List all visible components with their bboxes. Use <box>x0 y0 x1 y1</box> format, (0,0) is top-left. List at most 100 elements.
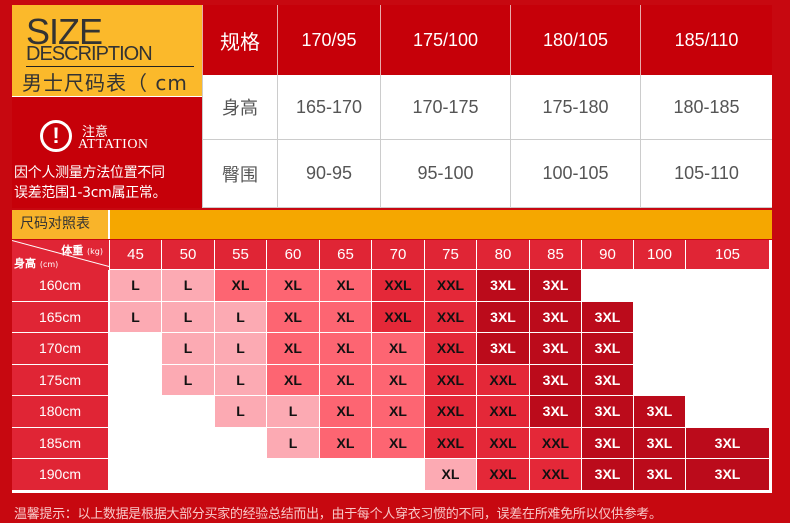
size-cell: XXL <box>477 427 530 459</box>
size-cell: XXL <box>425 301 477 333</box>
weight-header: 60 <box>267 240 320 270</box>
size-cell: 3XL <box>582 301 634 333</box>
notice-block: ! 注意 ATTATION 因个人测量方法位置不同 误差范围1-3cm属正常。 <box>12 97 202 208</box>
size-cell: XXL <box>425 396 477 428</box>
size-cell: L <box>162 301 215 333</box>
spec-table: SIZE DESCRIPTION 男士尺码表（ cm ） ! 注意 ATTATI… <box>12 5 772 208</box>
size-cell: XL <box>425 459 477 491</box>
size-cell: 3XL <box>530 301 582 333</box>
size-cell: XXL <box>425 427 477 459</box>
size-cell: XL <box>215 270 267 302</box>
height-header: 160cm <box>12 270 110 302</box>
size-cell: 3XL <box>686 459 770 491</box>
size-cell: XL <box>320 270 372 302</box>
size-cell: XL <box>372 427 425 459</box>
spec-cell: 95-100 <box>380 140 510 208</box>
size-cell: XL <box>372 364 425 396</box>
spec-cell: 身高 <box>202 75 277 140</box>
size-cell: XXL <box>425 364 477 396</box>
height-header: 185cm <box>12 427 110 459</box>
size-cell: 3XL <box>530 396 582 428</box>
spec-cell: 105-110 <box>640 140 772 208</box>
weight-header: 75 <box>425 240 477 270</box>
height-axis-label: 身高 (cm) <box>14 257 59 270</box>
size-cell: XL <box>267 270 320 302</box>
spec-header-cell: 170/95 <box>277 5 380 75</box>
weight-header: 80 <box>477 240 530 270</box>
size-cell: 3XL <box>582 459 634 491</box>
weight-header: 45 <box>110 240 162 270</box>
spec-cell: 180-185 <box>640 75 772 140</box>
size-cell: L <box>215 364 267 396</box>
chart-band-label: 尺码对照表 <box>12 210 110 239</box>
spec-header-cell: 175/100 <box>380 5 510 75</box>
spec-header-cell: 规格 <box>202 5 277 75</box>
weight-header: 90 <box>582 240 634 270</box>
spec-header-cell: 180/105 <box>510 5 640 75</box>
notice-subtitle: ATTATION <box>78 137 149 152</box>
size-cell: 3XL <box>530 333 582 365</box>
size-cell: 3XL <box>530 270 582 302</box>
size-cell: 3XL <box>477 270 530 302</box>
size-cell: XL <box>320 427 372 459</box>
size-cell: 3XL <box>582 396 634 428</box>
size-cell: XL <box>267 333 320 365</box>
footer-tip: 温馨提示：以上数据是根据大部分买家的经验总结而出，由于每个人穿衣习惯的不同，误差… <box>14 507 662 522</box>
spec-cell: 臀围 <box>202 140 277 208</box>
description-title: DESCRIPTION <box>26 43 194 67</box>
corner-header: 体重 (kg) 身高 (cm) <box>12 240 110 270</box>
size-cell: L <box>162 333 215 365</box>
size-cell: 3XL <box>686 427 770 459</box>
height-header: 165cm <box>12 301 110 333</box>
weight-header: 65 <box>320 240 372 270</box>
spec-cell: 165-170 <box>277 75 380 140</box>
weight-header: 85 <box>530 240 582 270</box>
left-panel: SIZE DESCRIPTION 男士尺码表（ cm ） ! 注意 ATTATI… <box>12 5 202 208</box>
weight-header: 100 <box>634 240 686 270</box>
size-cell: XL <box>372 333 425 365</box>
size-cell: XXL <box>477 459 530 491</box>
size-cell: XL <box>267 301 320 333</box>
size-title: SIZE <box>26 11 103 52</box>
size-cell: 3XL <box>582 427 634 459</box>
notice-line: 误差范围1-3cm属正常。 <box>14 185 167 201</box>
height-header: 170cm <box>12 333 110 365</box>
spec-cell: 100-105 <box>510 140 640 208</box>
weight-header: 55 <box>215 240 267 270</box>
size-cell: L <box>215 396 267 428</box>
size-chart: 体重 (kg) 身高 (cm) 45 50 55 60 65 70 75 80 85 90 100 1… <box>12 240 772 493</box>
weight-header: 50 <box>162 240 215 270</box>
notice-line: 因个人测量方法位置不同 <box>14 165 165 181</box>
size-cell: XXL <box>530 459 582 491</box>
size-cell: 3XL <box>634 427 686 459</box>
size-cell: XXL <box>425 270 477 302</box>
brand-block: SIZE DESCRIPTION 男士尺码表（ cm ） <box>12 5 202 124</box>
chart-band: 尺码对照表 <box>12 210 772 239</box>
size-cell: XL <box>320 333 372 365</box>
spec-cell: 170-175 <box>380 75 510 140</box>
size-cell: XL <box>320 396 372 428</box>
spec-cell: 175-180 <box>510 75 640 140</box>
weight-header: 70 <box>372 240 425 270</box>
size-cell: XXL <box>372 301 425 333</box>
exclamation-circle-icon: ! <box>40 120 72 152</box>
size-cell: XL <box>267 364 320 396</box>
height-header: 175cm <box>12 364 110 396</box>
size-cell: L <box>215 333 267 365</box>
height-header: 190cm <box>12 459 110 491</box>
height-header: 180cm <box>12 396 110 428</box>
spec-header-cell: 185/110 <box>640 5 772 75</box>
notice-message: 因个人测量方法位置不同 误差范围1-3cm属正常。 <box>14 163 167 203</box>
size-cell: 3XL <box>477 301 530 333</box>
size-cell: XL <box>372 396 425 428</box>
size-cell: XXL <box>477 364 530 396</box>
size-cell: XXL <box>530 427 582 459</box>
notice-title: 注意 <box>82 125 109 140</box>
size-cell: L <box>110 270 162 302</box>
weight-axis-label: 体重 (kg) <box>61 244 103 257</box>
size-cell: XL <box>320 364 372 396</box>
size-cell: 3XL <box>530 364 582 396</box>
chart-title: 男士尺码表（ cm ） <box>22 71 188 124</box>
size-cell: XXL <box>425 333 477 365</box>
size-cell: 3XL <box>477 333 530 365</box>
